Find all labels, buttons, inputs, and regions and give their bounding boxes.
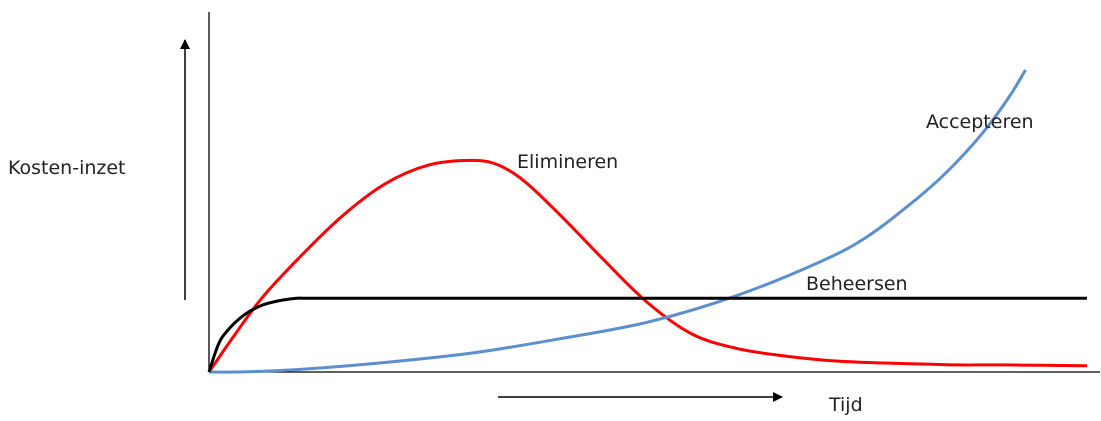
series-label-accepteren: Accepteren [926,111,1034,133]
series-line-accepteren [208,69,1027,374]
series-label-elimineren: Elimineren [517,151,618,173]
x-axis-label: Tijd [828,394,863,416]
series-label-beheersen: Beheersen [806,273,908,295]
y-axis-label: Kosten-inzet [8,157,126,179]
series-line-beheersen [207,296,1087,373]
series-line-elimineren [207,158,1088,373]
